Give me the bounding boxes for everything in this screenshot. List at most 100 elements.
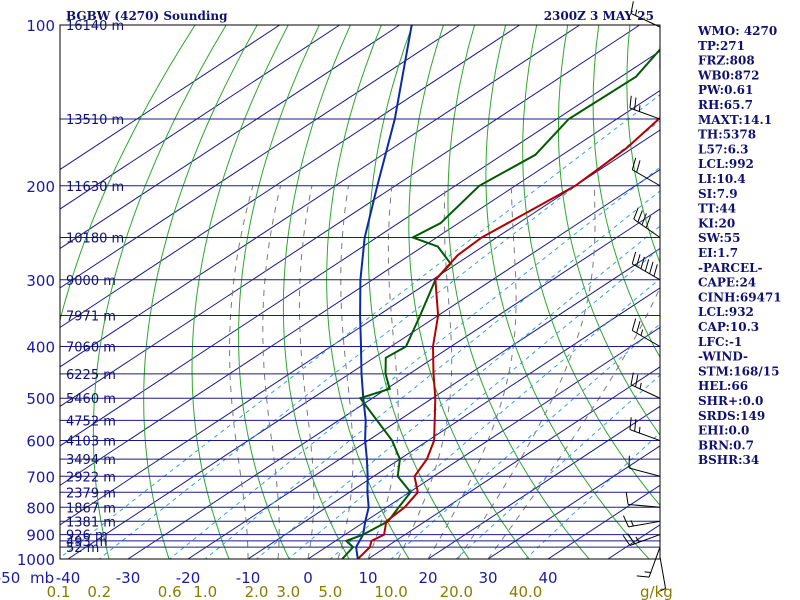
dry-adiabat-line (447, 25, 590, 559)
index-line: SRDS:149 (698, 409, 765, 423)
dry-adiabat-line (485, 25, 650, 559)
mixing-ratio-tick-label: 10.0 (374, 583, 407, 600)
dry-adiabat-line (522, 25, 660, 507)
wind-barb (622, 515, 661, 528)
wind-barb-flag (653, 264, 658, 277)
plot-frame (59, 24, 661, 560)
mixing-ratio-line (60, 94, 660, 559)
index-line: EHI:0.0 (698, 424, 749, 438)
moist-adiabat-line (457, 185, 596, 559)
isotherm-line (60, 129, 660, 526)
wind-barb-flag (636, 575, 650, 578)
mixing-ratio-line (204, 190, 660, 559)
sounding-profiles (341, 25, 660, 559)
wind-barb-flag (636, 320, 641, 334)
wind-barb (630, 372, 661, 399)
wind-barbs (622, 1, 667, 592)
wind-barb (631, 251, 661, 281)
index-line: LFC:-1 (698, 335, 742, 349)
index-line: FRZ:808 (698, 54, 755, 68)
height-label: 6225 m (66, 368, 116, 383)
temperature-tick-label: -10 (236, 569, 261, 587)
mixing-ratio-line (287, 247, 660, 559)
mixing-ratio-line (255, 225, 660, 559)
wind-barb-shaft (628, 467, 661, 477)
wind-barb-shaft (648, 546, 661, 578)
wind-barb-flag (636, 160, 641, 173)
wind-barb-shaft (629, 534, 661, 546)
wind-barb-flag (635, 374, 639, 387)
moist-adiabat-line (228, 185, 254, 559)
wind-barb-half-flag (639, 382, 642, 390)
index-line: L57:6.3 (698, 142, 748, 156)
wind-barb-shaft (628, 520, 661, 528)
mixing-ratio-unit-label: g/kg (640, 583, 673, 600)
wind-barb-shaft (628, 503, 661, 508)
dry-adiabat-line (626, 25, 660, 265)
wind-barb-shaft (629, 107, 661, 120)
dry-adiabat-line (558, 25, 660, 437)
wind-barb-flag (627, 533, 636, 545)
temperature-tick-label: 10 (358, 569, 377, 587)
wind-barb (628, 455, 661, 477)
index-line: SHR+:0.0 (698, 394, 763, 408)
height-label: 9000 m (66, 274, 116, 289)
pressure-tick-label: 600 (26, 433, 55, 451)
wind-barb (625, 492, 661, 508)
stability-indices-panel: WMO: 4270TP:271FRZ:808WB0:872PW:0.61RH:6… (697, 24, 782, 467)
wind-barb-flag (644, 259, 650, 272)
wind-barb (629, 95, 661, 120)
dry-adiabat-line (238, 25, 320, 559)
pressure-tick-label: 200 (26, 178, 55, 196)
wind-barb-flag (629, 417, 632, 430)
isotherm-line (60, 50, 660, 447)
wind-barb-flag (631, 251, 637, 264)
wind-barb-flag (630, 372, 634, 385)
height-label: 10180 m (66, 231, 124, 246)
background-grid (60, 25, 660, 559)
height-label: 1867 m (66, 501, 116, 516)
wind-barb-flag (634, 418, 637, 432)
mixing-ratio-tick-label: 0.2 (87, 583, 111, 600)
temperature-tick-label: -20 (176, 569, 201, 587)
wind-barb (636, 546, 661, 578)
wind-barb (659, 556, 667, 592)
height-label: 3494 m (66, 453, 116, 468)
mixing-ratio-tick-label: 0.1 (47, 583, 71, 600)
moist-adiabat-line (397, 185, 453, 559)
wind-barb-flag (641, 213, 647, 226)
height-label: 2922 m (66, 470, 116, 485)
mixing-ratio-line (329, 278, 660, 559)
index-line: CINH:69471 (698, 290, 782, 304)
index-line: BSHR:34 (698, 453, 759, 467)
isotherm-line (60, 89, 660, 486)
wind-barb-flag (649, 261, 654, 274)
isotherm-line (187, 247, 660, 559)
wind-barb-shaft (659, 556, 667, 589)
index-line: SW:55 (698, 231, 740, 245)
wind-barb-half-flag (640, 329, 644, 336)
temperature-tick-label: 0 (303, 569, 313, 587)
height-label: 4103 m (66, 435, 116, 450)
wind-barb-shaft (632, 330, 661, 347)
temperature-tick-label: -50 (0, 569, 20, 587)
mixing-ratio-line (390, 323, 660, 559)
wind-barb-flag (645, 216, 651, 228)
index-line: MAXT:14.1 (698, 113, 772, 127)
mixing-ratio-tick-label: 0.6 (158, 583, 182, 600)
index-line: LI:10.4 (698, 172, 746, 186)
index-line: TP:271 (698, 39, 745, 53)
pressure-tick-label: 700 (26, 468, 55, 486)
index-line: -WIND- (698, 350, 748, 364)
height-label: 52 m (66, 541, 99, 556)
isotherm-line (60, 25, 460, 289)
wind-barb-half-flag (638, 426, 641, 434)
wind-barb (631, 318, 661, 347)
wind-barb-flag (629, 95, 632, 109)
height-label: 13510 m (66, 113, 124, 128)
isotherm-line (60, 25, 580, 368)
isotherm-line (307, 326, 660, 559)
height-label: 11630 m (66, 180, 124, 195)
wind-barb-half-flag (638, 105, 641, 112)
